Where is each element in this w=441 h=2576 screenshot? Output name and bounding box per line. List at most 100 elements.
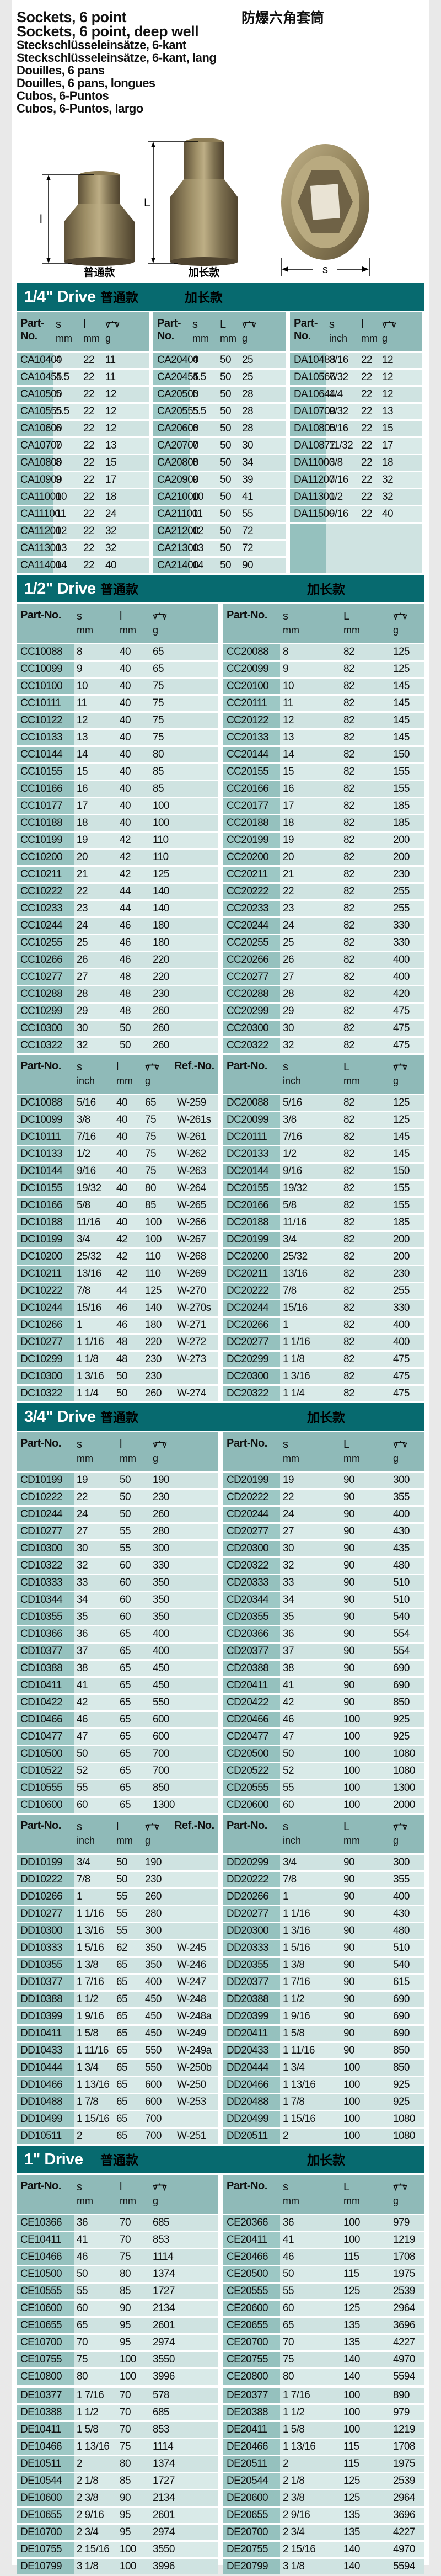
length-value: 22 — [83, 354, 95, 366]
table-row: CC10200 20 42 110 — [17, 850, 218, 865]
table-row: CD10600 60 65 1300 — [17, 1798, 218, 1813]
s-value: 46 — [283, 1714, 294, 1725]
weight-value: 220 — [153, 971, 170, 983]
weight-value: 475 — [393, 1388, 410, 1399]
weight-value: 28 — [242, 423, 254, 434]
length-value: 50 — [220, 388, 232, 400]
table-row: CD20555 55 100 1300 — [223, 1780, 424, 1796]
s-value: 4.5 — [192, 371, 206, 383]
length-value: 82 — [343, 971, 355, 983]
table-row: CC20211 21 82 230 — [223, 867, 424, 882]
s-value: 2 9/16 — [283, 2509, 310, 2521]
part-no-cell: DA10644 — [290, 387, 336, 402]
s-unit: mm — [283, 625, 299, 636]
weight-value: 554 — [393, 1628, 410, 1640]
weight-value: 260 — [153, 1005, 170, 1017]
length-value: 65 — [116, 2045, 128, 2056]
s-value: 5 — [56, 388, 62, 400]
weight-value: 355 — [393, 1491, 410, 1503]
weight-value: 550 — [145, 2045, 162, 2056]
weight-value: 4970 — [393, 2543, 415, 2555]
length-value: 65 — [120, 1645, 131, 1657]
table-row: DD20444 1 3/4 100 850 — [223, 2060, 424, 2076]
part-no-cell: DC10088 — [17, 1095, 74, 1111]
weight-value: 65 — [153, 646, 164, 658]
part-no-cell: DC10266 — [17, 1318, 74, 1333]
s-value: 1 7/8 — [77, 2096, 99, 2108]
dimension-s — [281, 258, 370, 276]
part-no-cell: DE20700 — [223, 2525, 280, 2540]
weight-value: 110 — [153, 834, 169, 846]
weight-value: 230 — [393, 868, 410, 880]
table-row: DE20655 2 9/16 135 3696 — [223, 2508, 424, 2523]
s-value: 2 3/8 — [283, 2492, 305, 2504]
length-value: 65 — [120, 1799, 131, 1811]
s-value: 13/16 — [77, 1268, 101, 1279]
table-row: DD10433 1 11/16 65 550 W-249a — [17, 2043, 218, 2058]
table-row: DE10388 1 1/2 70 685 — [17, 2405, 218, 2420]
s-letter: s — [283, 2181, 288, 2193]
length-value: 90 — [343, 1526, 355, 1537]
table-row: DE20799 3 1/8 140 5594 — [223, 2559, 424, 2574]
s-value: 46 — [77, 1714, 88, 1725]
part-no-cell: DD20222 — [223, 1872, 280, 1887]
length-value: 65 — [116, 2010, 128, 2022]
table-row: DC10244 15/16 46 140 W-270s — [17, 1300, 218, 1316]
length-unit: mm — [343, 1075, 360, 1086]
weight-header: g — [379, 312, 422, 351]
weight-value: 145 — [393, 697, 410, 709]
length-value: 125 — [343, 2492, 361, 2504]
s-value: 33 — [283, 1577, 294, 1588]
s-value: 1 5/8 — [283, 2028, 305, 2039]
s-letter: s — [77, 610, 82, 622]
table-row: CE20800 80 140 5594 — [223, 2369, 424, 2385]
weight-value: 85 — [153, 783, 164, 794]
table-group: Part-No. s mm l mm g CD10199 19 50 190 CD10222 22 50… — [17, 1432, 424, 1815]
table-row: CD10322 32 60 330 — [17, 1558, 218, 1574]
part-no-cell: CA21300 — [153, 541, 199, 556]
table-row: CD20411 41 90 690 — [223, 1678, 424, 1693]
s-value: 8 — [56, 457, 62, 468]
weight-value: 1219 — [393, 2424, 415, 2435]
length-value: 82 — [343, 920, 355, 931]
table-row: CD20244 24 90 400 — [223, 1507, 424, 1522]
part-no-cell: CE10500 — [17, 2266, 74, 2282]
dim-s-label: s — [322, 264, 328, 276]
part-no-cell: DC20266 — [223, 1318, 280, 1333]
length-value: 40 — [116, 1217, 128, 1228]
weight-value: 3550 — [153, 2354, 175, 2365]
length-value: 22 — [83, 542, 95, 554]
part-no-cell: DD10411 — [17, 2026, 74, 2041]
title-chinese: 防爆六角套筒 — [241, 10, 325, 26]
s-value: 60 — [77, 1799, 88, 1811]
section-header: 1/4" Drive 普通款 加长款 — [17, 283, 424, 311]
s-value: 7/8 — [77, 1285, 90, 1297]
ref-no-value: W-248a — [177, 2010, 212, 2022]
s-value: 60 — [283, 1799, 294, 1811]
section-header: 3/4" Drive 普通款 加长款 — [17, 1403, 424, 1431]
ref-no-value — [174, 1855, 218, 1870]
s-value: 1 5/8 — [77, 2028, 99, 2039]
ref-no-value: W-261 — [177, 1131, 206, 1143]
weight-header: g — [390, 604, 424, 643]
part-no-cell: DD10488 — [17, 2094, 74, 2110]
weight-value: 32 — [105, 542, 117, 554]
length-value: 140 — [343, 2354, 361, 2365]
part-no-cell: DC20133 — [223, 1146, 280, 1162]
table-row: CC10166 16 40 85 — [17, 781, 218, 797]
length-value: 82 — [343, 1302, 355, 1314]
s-value: 25 — [77, 937, 88, 948]
s-value: 2 9/16 — [77, 2509, 104, 2521]
part-no-cell: DE10655 — [17, 2508, 74, 2523]
weight-value: 853 — [153, 2424, 170, 2435]
s-value: 9/32 — [329, 406, 348, 417]
weight-value: 15 — [105, 457, 117, 468]
part-no-cell: CC20155 — [223, 764, 280, 780]
weight-value: 4227 — [393, 2526, 415, 2538]
weight-value: 450 — [145, 2028, 162, 2039]
ref-no-value: W-266 — [177, 1217, 206, 1228]
title-block: 防爆六角套筒 Sockets, 6 point Sockets, 6 point… — [17, 10, 424, 115]
weight-value: 17 — [105, 474, 117, 486]
weight-value: 55 — [242, 508, 254, 520]
